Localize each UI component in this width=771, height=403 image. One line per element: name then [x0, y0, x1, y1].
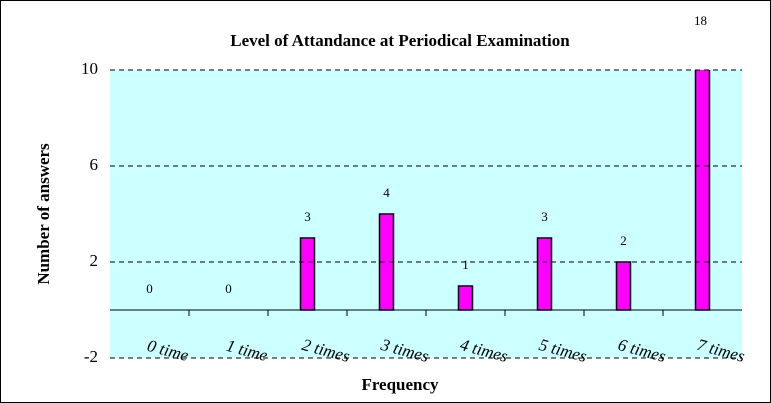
value-label: 18: [694, 13, 707, 28]
y-tick-label: 6: [90, 155, 99, 174]
chart-title: Level of Attandance at Periodical Examin…: [230, 31, 570, 50]
value-label: 0: [225, 281, 232, 296]
value-label: 3: [541, 209, 548, 224]
x-axis-label: Frequency: [361, 375, 439, 394]
bar: [299, 237, 316, 311]
y-tick-label: 10: [81, 59, 98, 78]
y-tick-label: 2: [90, 251, 99, 270]
value-label: 3: [304, 209, 311, 224]
bar: [457, 285, 474, 311]
value-label: 0: [146, 281, 153, 296]
value-label: 4: [383, 185, 390, 200]
y-tick-label: -2: [84, 347, 98, 366]
bar: [536, 237, 553, 311]
value-label: 1: [462, 257, 469, 272]
bar: [615, 261, 632, 311]
value-label: 2: [620, 233, 627, 248]
y-axis-label: Number of answers: [34, 143, 53, 285]
